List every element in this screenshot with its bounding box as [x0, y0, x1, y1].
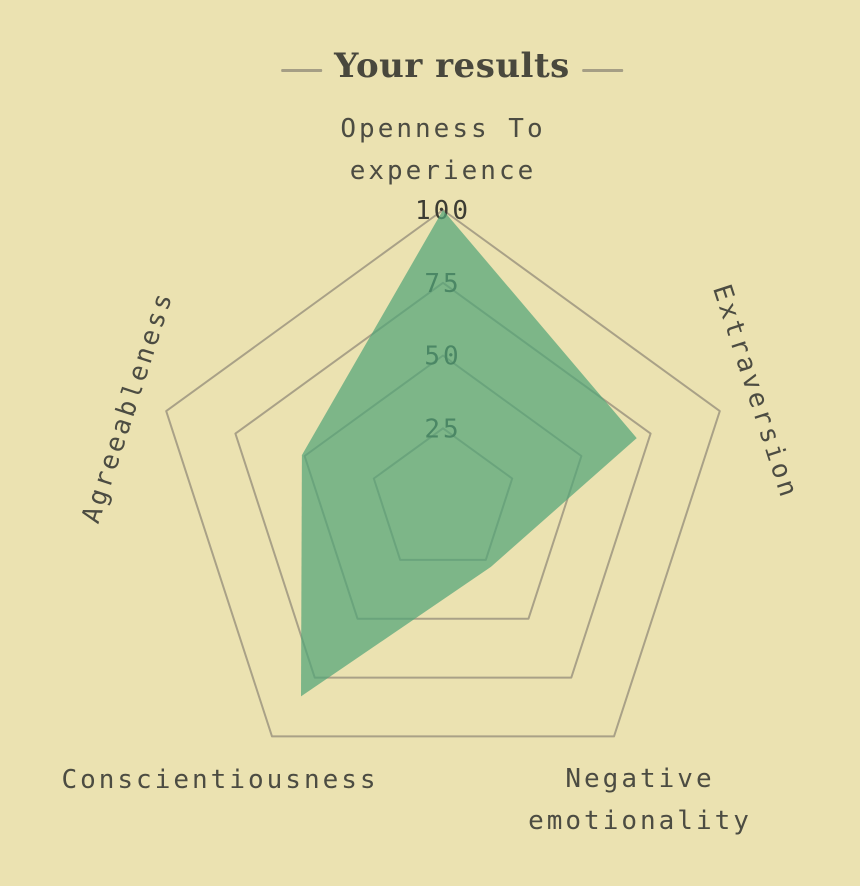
results-polygon	[301, 210, 637, 697]
title-rule-right-icon	[581, 68, 623, 72]
axis-label-openness: Openness To experience	[340, 114, 546, 186]
grid-ring-75	[234, 281, 652, 679]
results-header: Your results	[281, 46, 623, 86]
grid-ring-100	[165, 209, 721, 738]
page-title: Your results	[334, 46, 570, 86]
axis-label-negative-emotionality: Negative emotionality	[528, 764, 752, 836]
title-rule-left-icon	[281, 68, 323, 72]
axis-label-conscientiousness: Conscientiousness	[61, 765, 379, 795]
